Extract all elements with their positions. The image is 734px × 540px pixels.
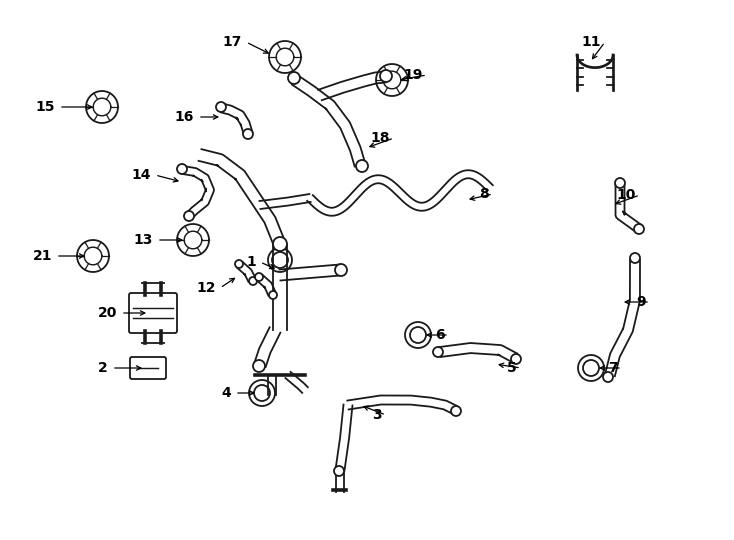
Circle shape	[634, 224, 644, 234]
Text: 15: 15	[35, 100, 55, 114]
Text: 21: 21	[32, 249, 52, 263]
Circle shape	[273, 237, 287, 251]
Circle shape	[380, 70, 392, 82]
FancyBboxPatch shape	[130, 357, 166, 379]
Circle shape	[433, 347, 443, 357]
Circle shape	[255, 273, 263, 281]
Text: 13: 13	[134, 233, 153, 247]
Text: 10: 10	[617, 188, 636, 202]
Text: 9: 9	[636, 295, 646, 309]
Text: 12: 12	[197, 281, 216, 295]
Text: 4: 4	[221, 386, 231, 400]
Circle shape	[335, 264, 347, 276]
Circle shape	[269, 291, 277, 299]
Text: 7: 7	[608, 361, 618, 375]
Circle shape	[451, 406, 461, 416]
Text: 2: 2	[98, 361, 108, 375]
Circle shape	[253, 360, 265, 372]
FancyBboxPatch shape	[129, 293, 177, 333]
Text: 20: 20	[98, 306, 117, 320]
Text: 6: 6	[435, 328, 445, 342]
Circle shape	[243, 129, 253, 139]
Text: 14: 14	[131, 168, 151, 182]
Circle shape	[288, 72, 300, 84]
Text: 8: 8	[479, 187, 489, 201]
Text: 11: 11	[581, 35, 601, 49]
Circle shape	[216, 102, 226, 112]
Text: 19: 19	[404, 68, 423, 82]
Text: 18: 18	[371, 131, 390, 145]
Text: 16: 16	[175, 110, 194, 124]
Circle shape	[603, 372, 613, 382]
Circle shape	[356, 160, 368, 172]
Circle shape	[235, 260, 243, 268]
Text: 17: 17	[222, 35, 242, 49]
Circle shape	[615, 178, 625, 188]
Circle shape	[249, 277, 257, 285]
Circle shape	[630, 253, 640, 263]
Circle shape	[177, 164, 187, 174]
Circle shape	[511, 354, 521, 364]
Text: 1: 1	[246, 255, 256, 269]
Text: 5: 5	[507, 361, 517, 375]
Circle shape	[184, 211, 194, 221]
Circle shape	[334, 466, 344, 476]
Text: 3: 3	[372, 408, 382, 422]
